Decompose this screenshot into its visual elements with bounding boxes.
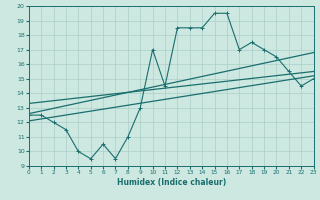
X-axis label: Humidex (Indice chaleur): Humidex (Indice chaleur) (116, 178, 226, 187)
